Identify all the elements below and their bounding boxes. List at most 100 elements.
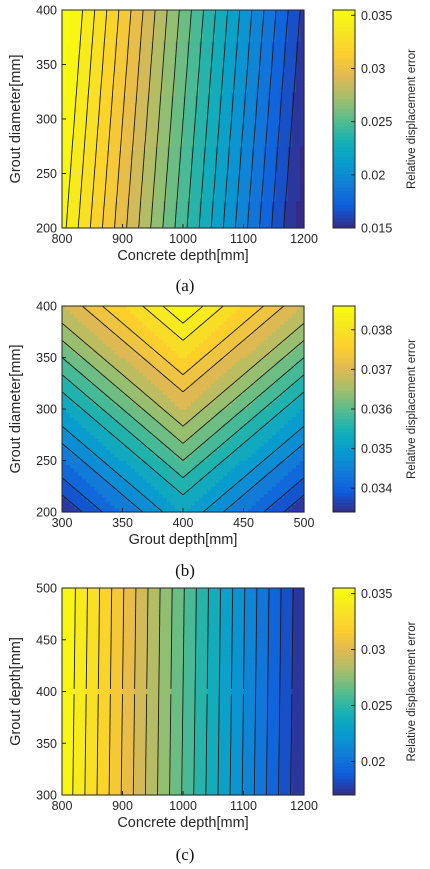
contour-cell [191,56,196,62]
contour-cell [62,220,67,225]
contour-cell [283,115,289,120]
contour-cell [295,99,301,105]
contour-cell [82,442,87,447]
contour-cell [110,10,116,15]
contour-cell [295,177,301,182]
contour-cell [130,427,136,432]
contour-cell [178,72,184,77]
contour-cell [74,449,79,454]
contour-cell [146,442,152,447]
contour-cell [94,331,99,337]
contour-cell [130,397,136,403]
contour-cell [203,103,208,108]
contour-cell [110,394,116,399]
contour-cell [291,52,297,58]
contour-cell [122,489,128,495]
contour-cell [142,401,148,406]
contour-cell [142,119,148,124]
colorbar-swatch [333,108,355,113]
contour-cell [110,364,116,370]
contour-cell [122,460,128,465]
contour-cell [78,423,83,428]
contour-cell [102,497,107,502]
contour-cell [231,204,237,210]
contour-cell [291,48,297,54]
contour-cell [62,331,67,337]
contour-cell [62,83,67,89]
contour-cell [154,449,160,454]
contour-cell [130,431,136,436]
contour-cell [247,173,253,178]
contour-cell [291,10,297,15]
contour-cell [134,361,140,366]
contour-cell [259,17,265,23]
contour-cell [283,122,289,128]
contour-cell [78,165,83,171]
contour-cell [134,181,140,186]
contour-cell [158,111,164,116]
contour-cell [195,224,200,229]
contour-cell [154,306,160,311]
contour-cell [114,103,120,108]
contour-cell [138,142,144,147]
contour-cell [94,64,99,69]
contour-cell [114,138,120,143]
contour-cell [134,405,140,410]
contour-cell [154,119,160,124]
contour-cell [191,21,196,27]
contour-cell [98,185,103,190]
contour-cell [118,313,124,318]
contour-cell [235,142,241,147]
contour-cell [275,21,281,27]
contour-cell [174,220,180,225]
contour-cell [227,216,232,221]
colorbar-swatch [333,37,355,42]
contour-cell [259,41,265,46]
contour-cell [283,17,289,23]
contour-cell [98,342,103,348]
contour-cell [199,204,204,210]
contour-cell [283,107,289,112]
contour-cell [170,103,176,108]
contour-cell [150,328,156,333]
contour-cell [187,45,192,50]
contour-cell [62,185,67,190]
contour-cell [223,91,228,97]
contour-cell [166,331,172,337]
contour-cell [295,130,301,136]
contour-cell [82,150,87,155]
contour-cell [70,216,75,221]
contour-cell [275,80,281,85]
contour-cell [291,150,297,155]
contour-cell [170,13,176,19]
colorbar-swatch [333,149,355,154]
contour-cell [162,224,168,229]
contour-cell [199,173,204,178]
contour-cell [74,169,79,175]
contour-cell [255,169,261,175]
contour-cell [187,41,192,46]
contour-cell [207,45,212,50]
contour-cell [150,361,156,366]
contour-cell [94,423,99,428]
contour-cell [90,427,95,432]
contour-cell [86,342,91,348]
x-tick-label: 1000 [169,232,197,246]
contour-cell [211,208,216,214]
contour-cell [275,64,281,69]
contour-cell [207,13,212,19]
contour-cell [130,150,136,155]
contour-cell [219,107,224,112]
contour-cell [130,394,136,399]
contour-cell [231,130,237,136]
contour-cell [150,320,156,325]
contour-cell [219,154,224,159]
contour-cell [110,220,116,225]
contour-cell [267,181,273,186]
contour-cell [295,25,301,31]
colorbar-swatch [333,74,355,79]
contour-cell [259,87,265,93]
contour-cell [187,173,192,178]
colorbar-swatch [333,57,355,62]
contour-cell [162,72,168,77]
